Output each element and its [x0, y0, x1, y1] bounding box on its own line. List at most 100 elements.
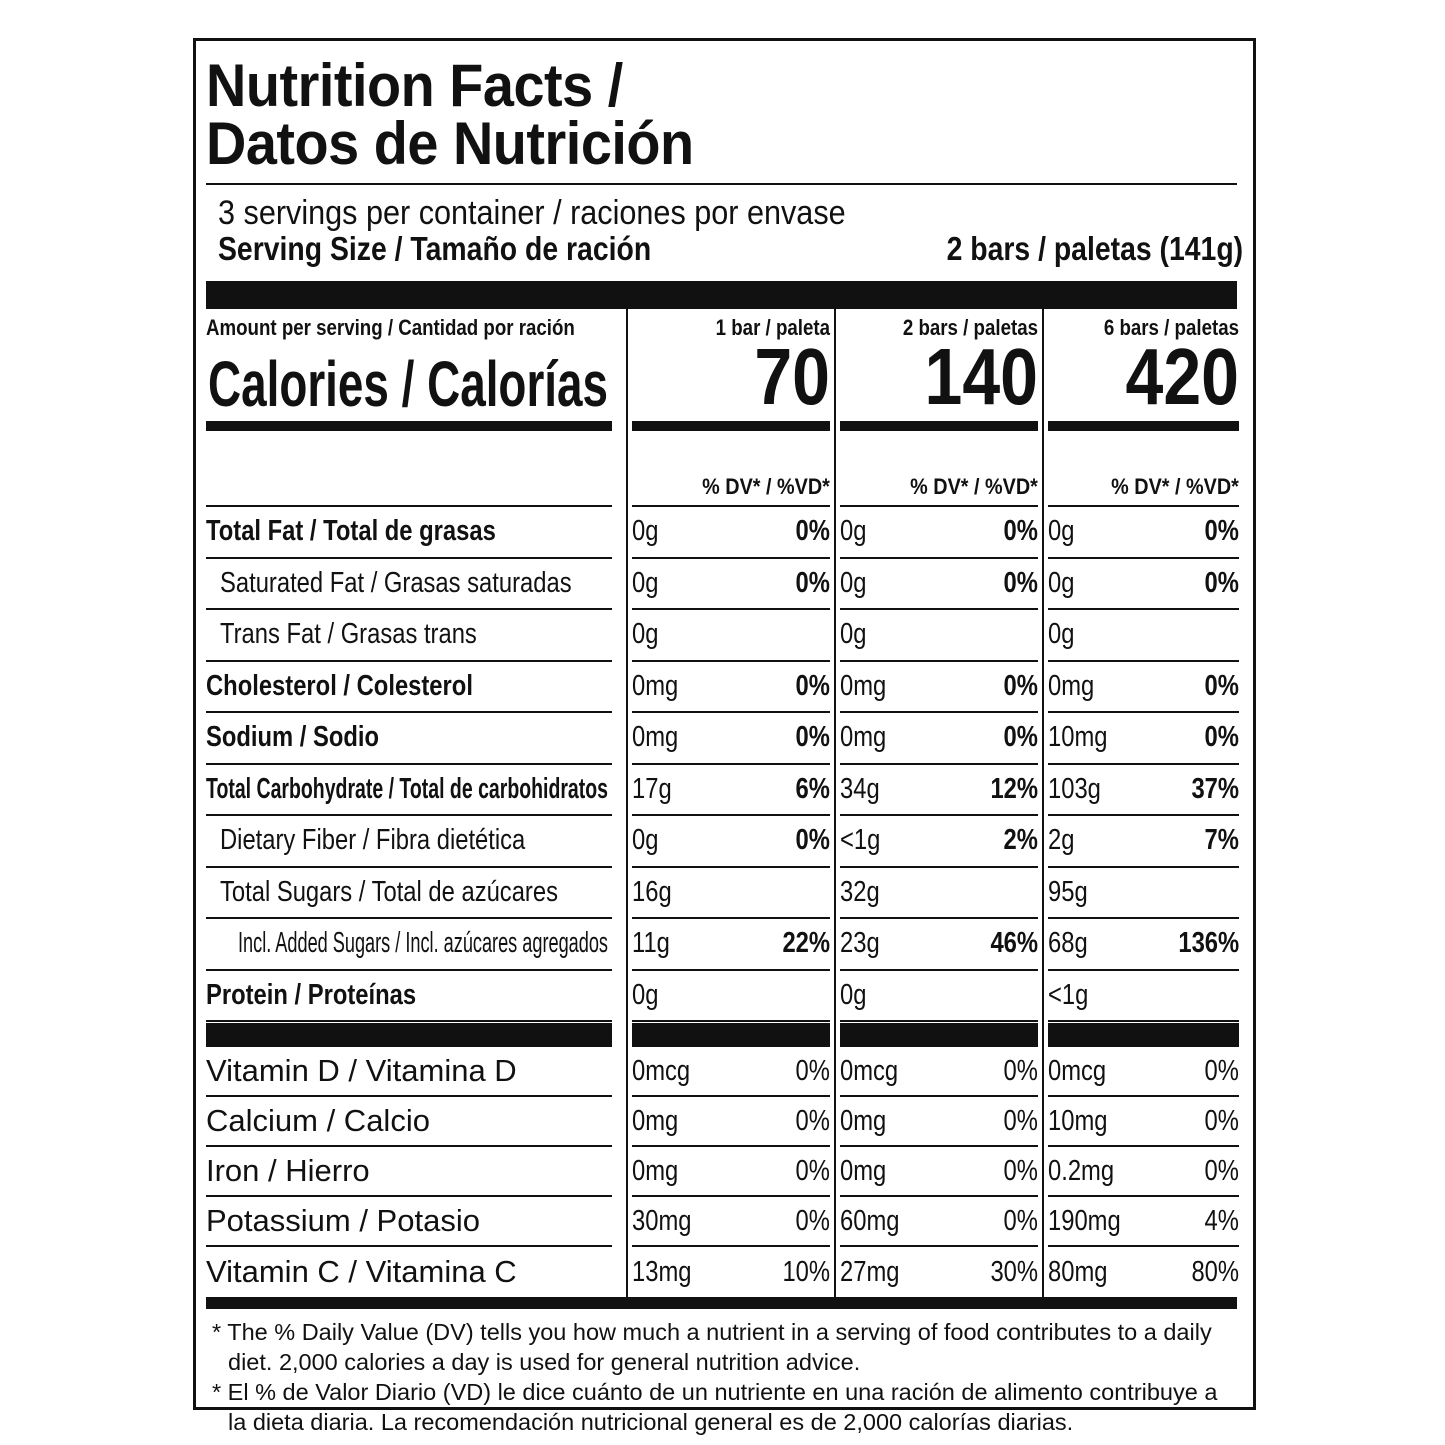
amount: 0mg — [1048, 669, 1095, 702]
amount: 0mg — [840, 1104, 887, 1137]
amount: 17g — [632, 772, 672, 805]
amount: 95g — [1048, 875, 1088, 908]
serving-size-label: Serving Size / Tamaño de ración — [218, 230, 652, 267]
calories-divider — [840, 421, 1038, 431]
percent-dv: 0% — [1204, 515, 1239, 548]
amount: 34g — [840, 772, 880, 805]
nutrient-cell: 0g 0% — [840, 559, 1038, 610]
vitamin-divider — [840, 1023, 1038, 1047]
footnote-english: * The % Daily Value (DV) tells you how m… — [212, 1319, 1212, 1375]
amount: 16g — [632, 875, 672, 908]
amount: 0mg — [632, 1154, 679, 1187]
nutrient-cell: 0g — [632, 971, 830, 1022]
title-line-1: Nutrition Facts / — [206, 52, 623, 119]
nutrient-cell: 0mg 0% — [632, 713, 830, 765]
percent-dv: 0% — [795, 1104, 830, 1137]
amount: 10mg — [1048, 1104, 1108, 1137]
serving-size: Serving Size / Tamaño de ración 2 bars /… — [218, 231, 1243, 267]
calories-label: Calories / Calorías — [208, 348, 608, 420]
percent-dv: 0% — [795, 824, 830, 857]
vitamin-label: Iron / Hierro — [206, 1147, 612, 1197]
amount: 32g — [840, 875, 880, 908]
title-line-2: Datos de Nutrición — [206, 110, 694, 177]
label-column: Amount per serving / Cantidad por ración… — [206, 309, 626, 1297]
percent-dv: 37% — [1191, 772, 1239, 805]
nutrient-label: Saturated Fat / Grasas saturadas — [206, 559, 612, 610]
percent-dv: 0% — [1204, 721, 1239, 754]
vitamin-cell: 0mg 0% — [632, 1097, 830, 1147]
nutrient-cell: 0g 0% — [632, 507, 830, 559]
column-header: 6 bars / paletas — [1103, 315, 1239, 340]
amount: 0g — [1048, 618, 1075, 651]
nutrient-label: Sodium / Sodio — [206, 713, 612, 765]
percent-dv: 80% — [1191, 1255, 1239, 1288]
amount: 0g — [1048, 515, 1075, 548]
percent-dv: 0% — [1204, 1154, 1239, 1187]
percent-dv: 0% — [795, 515, 830, 548]
percent-dv: 0% — [1204, 1104, 1239, 1137]
vitamin-label: Vitamin D / Vitamina D — [206, 1047, 612, 1097]
amount: 0g — [632, 515, 659, 548]
amount: 13mg — [632, 1255, 692, 1288]
amount: 0g — [632, 824, 659, 857]
vitamin-cell: 80mg 80% — [1048, 1247, 1239, 1297]
nutrient-label: Total Carbohydrate / Total de carbohidra… — [206, 765, 612, 816]
nutrient-cell: 0g 0% — [1048, 507, 1239, 559]
nutrient-cell: 0mg 0% — [1048, 662, 1239, 713]
percent-dv: 6% — [795, 772, 830, 805]
percent-dv: 0% — [1204, 1054, 1239, 1087]
column-header: 1 bar / paleta — [715, 315, 830, 340]
percent-dv: 4% — [1204, 1204, 1239, 1237]
nutrient-cell: 0mg 0% — [840, 713, 1038, 765]
percent-dv: 0% — [795, 721, 830, 754]
nutrient-cell: 0g 0% — [1048, 559, 1239, 610]
vitamin-label: Vitamin C / Vitamina C — [206, 1254, 517, 1289]
amount: 30mg — [632, 1204, 692, 1237]
amount: <1g — [840, 824, 881, 857]
percent-dv: 0% — [795, 1204, 830, 1237]
nutrition-facts-label: Nutrition Facts / Datos de Nutrición 3 s… — [193, 38, 1256, 1435]
calories-value: 420 — [1125, 332, 1239, 421]
footnote-spanish: * El % de Valor Diario (VD) le dice cuán… — [212, 1379, 1218, 1435]
vitamin-divider — [632, 1023, 830, 1047]
amount: 60mg — [840, 1204, 900, 1237]
serving-column: 2 bars / paletas 140% DV* / %VD* 0g 0% 0g 0% 0… — [834, 309, 1042, 1297]
vitamin-label: Potassium / Potasio — [206, 1197, 612, 1247]
vitamin-cell: 30mg 0% — [632, 1197, 830, 1247]
percent-dv: 0% — [1204, 566, 1239, 599]
percent-dv: 0% — [1003, 669, 1038, 702]
amount: 103g — [1048, 772, 1101, 805]
nutrient-cell: 32g — [840, 868, 1038, 919]
nutrient-cell: 34g 12% — [840, 765, 1038, 816]
amount: <1g — [1048, 978, 1089, 1011]
percent-dv: 0% — [1003, 1204, 1038, 1237]
column-header: 2 bars / paletas — [902, 315, 1038, 340]
percent-dv: 0% — [1003, 1054, 1038, 1087]
nutrient-cell: <1g — [1048, 971, 1239, 1022]
calories-divider — [632, 421, 830, 431]
calories-divider — [1048, 421, 1239, 431]
title: Nutrition Facts / Datos de Nutrición — [206, 52, 1165, 177]
serving-column: 6 bars / paletas 420% DV* / %VD* 0g 0% 0g 0% 0… — [1042, 309, 1239, 1297]
amount: 0g — [840, 618, 867, 651]
amount: 0g — [632, 618, 659, 651]
amount: 2g — [1048, 824, 1075, 857]
amount: 11g — [632, 927, 670, 960]
nutrient-cell: 95g — [1048, 868, 1239, 919]
nutrient-cell: 0mg 0% — [632, 662, 830, 713]
nutrient-label: Cholesterol / Colesterol — [206, 662, 612, 713]
nutrient-cell: 0g 0% — [632, 559, 830, 610]
percent-dv: 0% — [1204, 669, 1239, 702]
amount: 10mg — [1048, 721, 1108, 754]
nutrient-cell: 10mg 0% — [1048, 713, 1239, 765]
percent-dv: 0% — [795, 1054, 830, 1087]
percent-dv: 0% — [1003, 1104, 1038, 1137]
vitamin-cell: 0mcg 0% — [632, 1047, 830, 1097]
percent-dv: 30% — [990, 1255, 1038, 1288]
vitamin-cell: 190mg 4% — [1048, 1197, 1239, 1247]
amount-per-serving: Amount per serving / Cantidad por ración — [206, 315, 575, 340]
nutrient-label: Total Sugars / Total de azúcares — [206, 868, 612, 919]
servings-per-container: 3 servings per container / raciones por … — [218, 194, 846, 232]
nutrient-cell: 0g 0% — [840, 507, 1038, 559]
nutrient-cell: 68g 136% — [1048, 919, 1239, 971]
